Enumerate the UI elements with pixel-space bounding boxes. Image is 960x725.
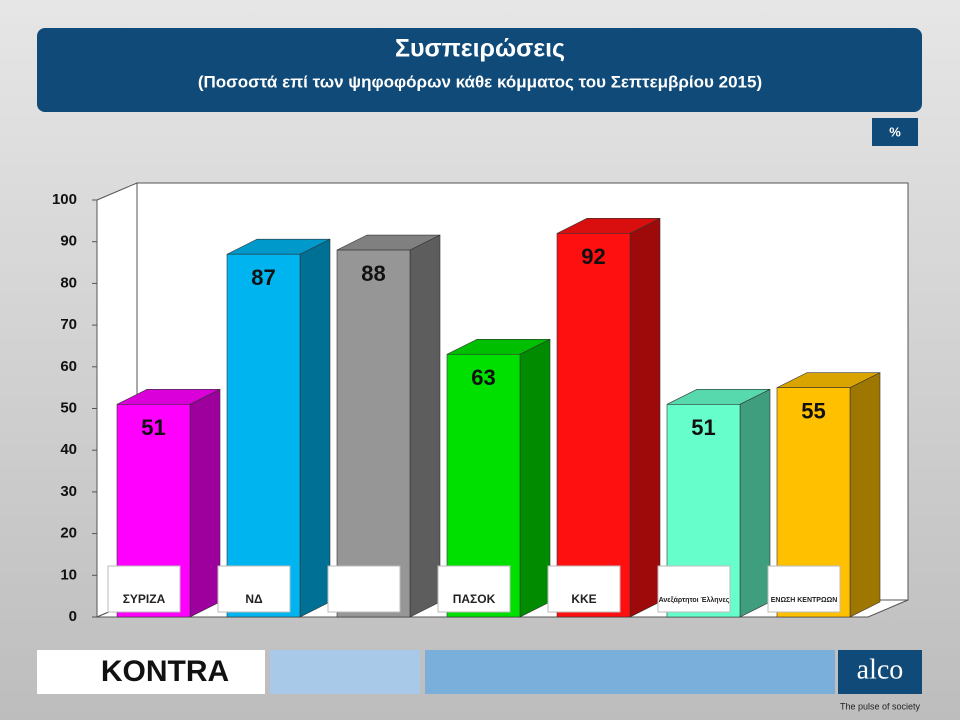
party-logo bbox=[657, 565, 731, 613]
x-tick-label: ΚΚΕ bbox=[571, 592, 596, 606]
unit-badge bbox=[872, 118, 918, 146]
brand: KONTRA bbox=[101, 655, 229, 688]
x-tick-label: Ανεξάρτητοι Έλληνες bbox=[659, 596, 730, 604]
bar-side bbox=[409, 234, 441, 618]
y-tick-label: 60 bbox=[60, 358, 77, 375]
y-tick-label: 20 bbox=[60, 525, 77, 542]
bar bbox=[556, 233, 631, 618]
bar-side bbox=[519, 338, 551, 618]
bar-side bbox=[189, 388, 221, 618]
title-box bbox=[37, 28, 922, 112]
value-label: 87 bbox=[251, 265, 275, 290]
y-tick-label: 50 bbox=[60, 399, 77, 416]
y-tick-label: 10 bbox=[60, 566, 77, 583]
party-logo bbox=[547, 565, 621, 613]
y-tick-label: 70 bbox=[60, 316, 77, 333]
bar-side bbox=[299, 238, 331, 618]
value-label: 88 bbox=[361, 261, 385, 286]
y-tick-label: 80 bbox=[60, 274, 77, 291]
bar bbox=[226, 253, 301, 618]
unit-label: % bbox=[889, 124, 901, 139]
value-label: 51 bbox=[141, 415, 165, 440]
x-tick-label: ΠΑΣΟΚ bbox=[453, 592, 496, 606]
value-label: 51 bbox=[691, 415, 715, 440]
footer-band bbox=[270, 650, 420, 694]
bar-side bbox=[739, 388, 771, 618]
x-tick-label: ΕΝΩΣΗ ΚΕΝΤΡΩΩΝ bbox=[771, 597, 838, 604]
x-tick-label: ΝΔ bbox=[245, 592, 263, 606]
footer-band bbox=[425, 650, 835, 694]
x-tick-label: ΣΥΡΙΖΑ bbox=[123, 592, 166, 606]
party-logo bbox=[107, 565, 181, 613]
chart-title: Συσπειρώσεις bbox=[395, 35, 565, 63]
party-logo bbox=[327, 565, 401, 613]
value-label: 55 bbox=[801, 398, 825, 423]
logo: alco bbox=[857, 654, 904, 685]
y-tick-label: 90 bbox=[60, 233, 77, 250]
chart-subtitle: (Ποσοστά επί των ψηφοφόρων κάθε κόμματος… bbox=[198, 72, 762, 91]
y-tick-label: 40 bbox=[60, 441, 77, 458]
bar bbox=[336, 249, 411, 618]
brand-box bbox=[37, 650, 265, 694]
party-logo bbox=[767, 565, 841, 613]
tagline: The pulse of society bbox=[840, 701, 921, 711]
y-tick-label: 30 bbox=[60, 483, 77, 500]
y-tick-label: 100 bbox=[52, 191, 77, 208]
value-label: 92 bbox=[581, 244, 605, 269]
bar-side bbox=[629, 217, 661, 618]
party-logo bbox=[437, 565, 511, 613]
y-tick-label: 0 bbox=[69, 608, 77, 625]
bar-side bbox=[849, 372, 881, 618]
party-logo bbox=[217, 565, 291, 613]
value-label: 63 bbox=[471, 365, 495, 390]
logo-box bbox=[838, 650, 922, 694]
plot: 0 10 20 30 40 50 60 70 80 90 100 51 ΣΥΡΙΖΑ 87 ΝΔ 88 63 ΠΑ… bbox=[52, 182, 909, 625]
